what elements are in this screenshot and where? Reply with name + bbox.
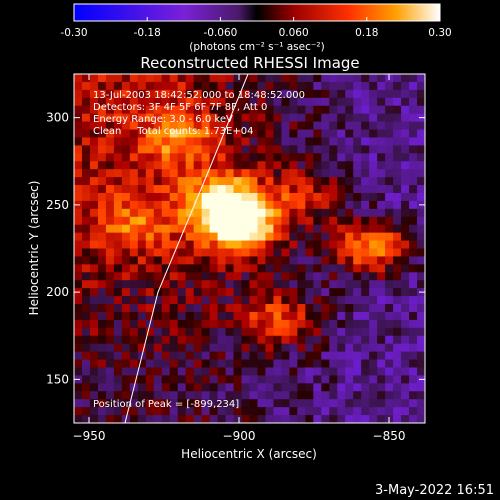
x-tick-label: −950 bbox=[73, 429, 106, 443]
footer-date: 3-May-2022 16:51 bbox=[375, 483, 494, 498]
x-axis-label: Heliocentric X (arcsec) bbox=[181, 447, 317, 461]
colorbar-tick-label: -0.18 bbox=[134, 27, 161, 39]
annotation-energy-range: Energy Range: 3.0 - 6.0 keV bbox=[93, 114, 233, 125]
colorbar-tick-label: -0.060 bbox=[203, 27, 237, 39]
colorbar bbox=[73, 3, 441, 22]
y-tick-label: 300 bbox=[46, 111, 69, 125]
colorbar-tick-label: 0.30 bbox=[428, 27, 451, 39]
annotation-detectors: Detectors: 3F 4F 5F 6F 7F 8F, Att 0 bbox=[93, 102, 267, 113]
plot-frame bbox=[73, 73, 426, 424]
colorbar-tick-label: 0.060 bbox=[279, 27, 309, 39]
colorbar-ticks: -0.30 -0.18 -0.060 0.060 0.18 0.30 bbox=[60, 17, 452, 39]
y-axis-label: Heliocentric Y (arcsec) bbox=[27, 181, 41, 316]
colorbar-units-label: (photons cm⁻² s⁻¹ asec⁻²) bbox=[189, 41, 324, 53]
x-tick-label: −900 bbox=[223, 429, 256, 443]
y-tick-label: 250 bbox=[46, 198, 69, 212]
peak-position-label: Position of Peak = [-899,234] bbox=[93, 399, 239, 410]
heatmap-image bbox=[74, 74, 425, 423]
chart-title: Reconstructed RHESSI Image bbox=[140, 54, 359, 72]
y-tick-label: 150 bbox=[46, 372, 69, 386]
colorbar-tick-label: 0.18 bbox=[355, 27, 378, 39]
x-tick-label: −850 bbox=[373, 429, 406, 443]
annotation-clean-counts: Clean Total counts: 1.73E+04 bbox=[93, 126, 253, 137]
y-tick-label: 200 bbox=[46, 285, 69, 299]
y-axis: 150 200 250 300 bbox=[46, 111, 425, 386]
x-axis: −950−900−850−800 bbox=[73, 74, 406, 443]
solar-limb-curve bbox=[124, 74, 249, 423]
annotation-time-range: 13-Jul-2003 18:42:52.000 to 18:48:52.000 bbox=[93, 90, 305, 101]
colorbar-tick-label: -0.30 bbox=[60, 27, 87, 39]
